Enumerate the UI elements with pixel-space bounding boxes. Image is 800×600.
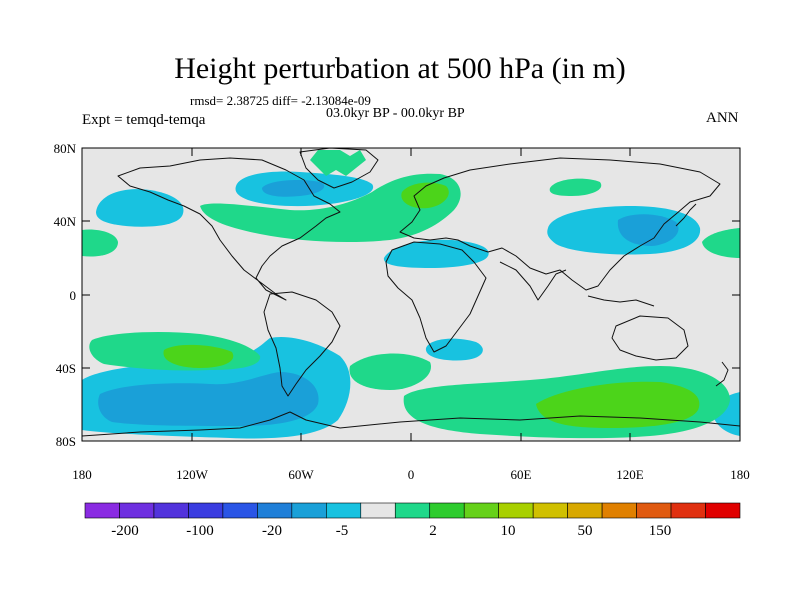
- colorbar-swatch-10: [429, 502, 465, 519]
- anomaly-pos-greenland: [310, 150, 366, 176]
- colorbar-swatch-12: [498, 502, 534, 519]
- lat-label-80s: 80S: [56, 434, 76, 449]
- anomaly-pos-north-atlantic: [200, 173, 461, 242]
- colorbar-swatch-4: [222, 502, 258, 519]
- season-label: ANN: [706, 110, 739, 126]
- coast-japan: [675, 203, 697, 227]
- colorbar-swatch-3: [188, 502, 224, 519]
- colorbar-swatch-5: [257, 502, 293, 519]
- colorbar-swatch-13: [532, 502, 568, 519]
- lon-label-0: 0: [408, 467, 415, 482]
- colorbar-swatch-0: [84, 502, 120, 519]
- colorbar-swatch-11: [463, 502, 499, 519]
- colorbar-swatch-6: [291, 502, 327, 519]
- colorbar-label-minus-200: -200: [111, 523, 139, 539]
- coast-africa: [385, 241, 487, 353]
- stats-line: rmsd= 2.38725 diff= -2.13084e-09: [190, 93, 371, 108]
- anomaly-pos-south-pacific-core: [163, 344, 234, 368]
- coastlines: [82, 148, 740, 437]
- anomaly-neg-north-pacific-west: [96, 189, 184, 227]
- lat-label-40n: 40N: [54, 214, 77, 229]
- anomaly-pos-east-pacific: [702, 228, 740, 258]
- colorbar-label-10: 10: [501, 523, 516, 539]
- anomaly-pos-west-pacific: [82, 229, 118, 257]
- colorbar-label-minus-5: -5: [336, 523, 349, 539]
- coast-eurasia: [399, 157, 721, 291]
- anomaly-pos-europe-core: [401, 182, 449, 209]
- lat-label-40s: 40S: [56, 361, 76, 376]
- coast-south-america: [263, 291, 341, 397]
- colorbar-swatch-7: [326, 502, 362, 519]
- coast-antarctica: [82, 411, 740, 437]
- colorbar-label-minus-100: -100: [186, 523, 214, 539]
- coast-indonesia: [587, 295, 655, 307]
- colorbar-swatch-8: [360, 502, 396, 519]
- colorbar: [84, 502, 741, 519]
- coast-new-zealand: [715, 361, 729, 387]
- colorbar-swatch-16: [636, 502, 672, 519]
- anomaly-pos-south-atlantic: [349, 353, 431, 390]
- anomaly-neg-south-pacific-core: [98, 372, 319, 426]
- colorbar-swatch-17: [670, 502, 706, 519]
- colorbar-swatch-9: [394, 502, 431, 519]
- period-label: 03.0kyr BP - 00.0kyr BP: [326, 106, 465, 121]
- experiment-label: Expt = temqd-temqa: [82, 112, 206, 128]
- colorbar-label-50: 50: [578, 523, 593, 539]
- lon-label-120w: 120W: [176, 467, 209, 482]
- lon-label-180e: 180: [730, 467, 750, 482]
- colorbar-label-150: 150: [649, 523, 672, 539]
- coast-north-america: [117, 157, 341, 301]
- lon-label-180w: 180: [72, 467, 92, 482]
- lon-label-120e: 120E: [616, 467, 644, 482]
- lon-ticks: [81, 148, 741, 441]
- colorbar-label-2: 2: [429, 523, 437, 539]
- lat-ticks: [82, 147, 740, 442]
- coast-india: [499, 261, 567, 301]
- colorbar-swatch-1: [119, 502, 155, 519]
- lon-label-60w: 60W: [288, 467, 314, 482]
- anomaly-pos-siberia: [549, 178, 602, 196]
- colorbar-swatch-2: [153, 502, 189, 519]
- lat-label-0: 0: [70, 288, 77, 303]
- colorbar-label-minus-20: -20: [262, 523, 282, 539]
- colorbar-swatch-15: [601, 502, 637, 519]
- anomaly-neg-canada-core: [262, 180, 325, 197]
- coast-australia: [611, 315, 689, 361]
- anomaly-neg-south-indian: [425, 338, 483, 361]
- anomaly-neg-asia-core: [617, 214, 679, 246]
- anomaly-neg-atlantic: [383, 239, 489, 268]
- lon-label-60e: 60E: [511, 467, 532, 482]
- lat-label-80n: 80N: [54, 141, 77, 156]
- figure-title: Height perturbation at 500 hPa (in m): [174, 52, 626, 85]
- colorbar-swatch-14: [567, 502, 603, 519]
- colorbar-swatch-18: [705, 502, 741, 519]
- coast-greenland: [299, 148, 379, 189]
